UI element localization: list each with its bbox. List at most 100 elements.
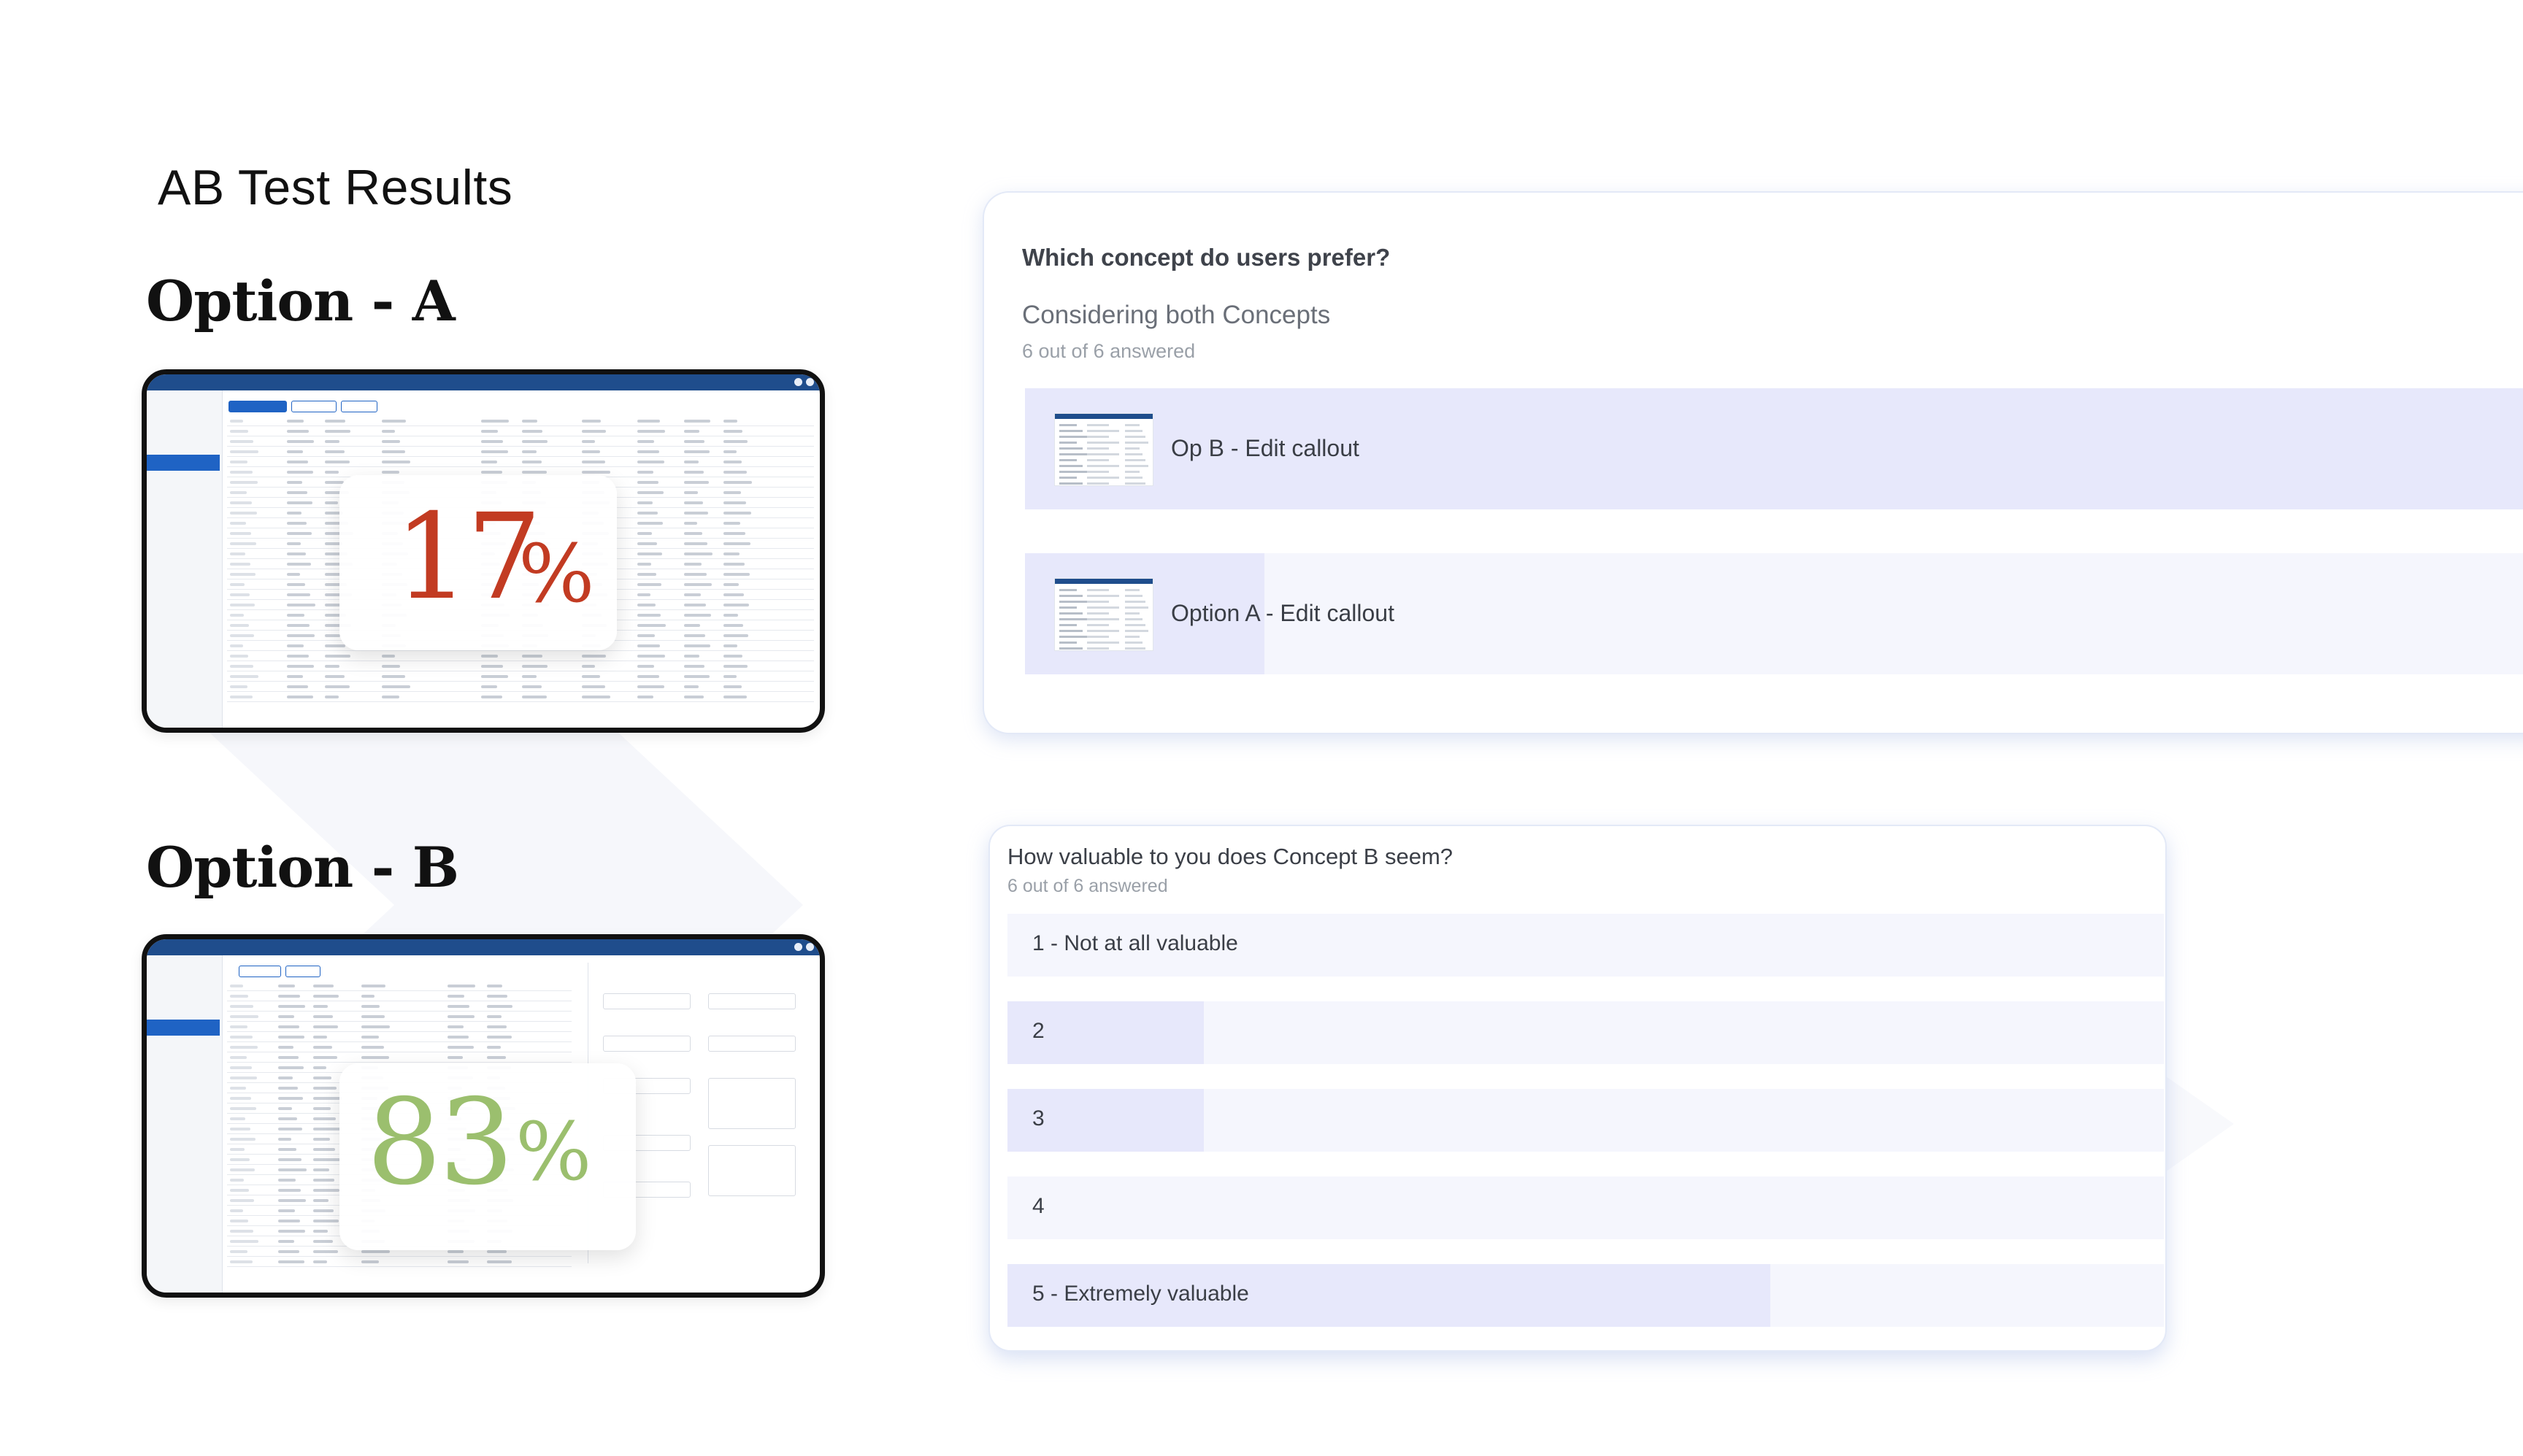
app-sidebar	[147, 955, 223, 1293]
table-row-divider	[227, 650, 814, 651]
table-cell-placeholder	[487, 1056, 506, 1059]
table-cell-placeholder	[361, 1250, 390, 1253]
table-cell-placeholder	[637, 604, 656, 606]
table-cell-placeholder	[325, 542, 342, 545]
table-cell-placeholder	[723, 685, 742, 688]
table-cell-placeholder	[230, 1189, 249, 1192]
table-cell-placeholder	[382, 420, 406, 423]
table-cell-placeholder	[382, 665, 400, 668]
table-cell-placeholder	[230, 573, 256, 576]
user-icon	[794, 943, 802, 951]
table-cell-placeholder	[287, 634, 315, 637]
table-cell-placeholder	[230, 1220, 248, 1222]
table-cell-placeholder	[582, 450, 600, 453]
table-cell-placeholder	[582, 420, 601, 423]
table-cell-placeholder	[325, 471, 339, 474]
table-cell-placeholder	[230, 1209, 243, 1212]
table-row-divider	[227, 446, 814, 447]
table-cell-placeholder	[230, 1036, 253, 1039]
option-b-screenshot	[142, 934, 825, 1298]
table-row-divider	[227, 1256, 572, 1257]
sidebar-active-item	[147, 455, 220, 471]
table-cell-placeholder	[487, 1250, 507, 1253]
table-cell-placeholder	[637, 552, 662, 555]
table-cell-placeholder	[313, 1066, 326, 1069]
table-cell-placeholder	[723, 614, 738, 617]
table-cell-placeholder	[637, 471, 653, 474]
table-cell-placeholder	[325, 563, 353, 566]
table-row-divider	[227, 681, 814, 682]
concept-thumbnail	[1054, 578, 1153, 651]
table-cell-placeholder	[723, 675, 737, 678]
table-cell-placeholder	[325, 583, 347, 586]
table-cell-placeholder	[278, 1025, 299, 1028]
table-cell-placeholder	[448, 1056, 463, 1059]
table-cell-placeholder	[325, 685, 350, 688]
table-cell-placeholder	[487, 1015, 502, 1018]
table-cell-placeholder	[684, 614, 711, 617]
table-cell-placeholder	[684, 634, 705, 637]
table-cell-placeholder	[637, 512, 658, 515]
sidebar-active-item	[147, 1020, 220, 1036]
table-cell-placeholder	[287, 501, 312, 504]
form-field	[708, 993, 796, 1009]
table-cell-placeholder	[723, 532, 745, 535]
table-cell-placeholder	[230, 1025, 247, 1028]
table-cell-placeholder	[723, 512, 751, 515]
table-cell-placeholder	[382, 471, 399, 474]
table-cell-placeholder	[487, 1260, 512, 1263]
table-cell-placeholder	[684, 644, 710, 647]
table-cell-placeholder	[582, 471, 610, 474]
table-cell-placeholder	[230, 634, 254, 637]
table-cell-placeholder	[684, 675, 710, 678]
answer-share-bar	[1007, 1001, 1204, 1064]
table-cell-placeholder	[637, 430, 665, 433]
table-cell-placeholder	[313, 1240, 333, 1243]
option-a-screenshot	[142, 369, 825, 733]
question-subtitle: Considering both Concepts	[1022, 301, 1331, 329]
table-cell-placeholder	[313, 1076, 331, 1079]
table-row-divider	[227, 1266, 572, 1267]
question-title: How valuable to you does Concept B seem?	[1007, 844, 1453, 869]
table-cell-placeholder	[684, 450, 710, 453]
table-cell-placeholder	[287, 604, 315, 606]
settings-icon	[806, 378, 814, 386]
table-cell-placeholder	[637, 593, 650, 596]
table-cell-placeholder	[723, 655, 742, 658]
table-cell-placeholder	[230, 1046, 258, 1049]
answer-share-bar	[1007, 1264, 1770, 1327]
table-cell-placeholder	[522, 696, 547, 698]
table-cell-placeholder	[723, 522, 740, 525]
table-cell-placeholder	[637, 522, 663, 525]
table-cell-placeholder	[481, 440, 503, 443]
table-row-divider	[227, 1031, 572, 1032]
table-cell-placeholder	[325, 430, 350, 433]
table-cell-placeholder	[230, 1097, 251, 1100]
table-cell-placeholder	[487, 985, 502, 987]
table-cell-placeholder	[487, 1036, 512, 1039]
table-cell-placeholder	[278, 995, 300, 998]
answer-label: 4	[1032, 1194, 1045, 1218]
table-cell-placeholder	[287, 593, 310, 596]
table-cell-placeholder	[723, 644, 737, 647]
table-cell-placeholder	[325, 420, 345, 423]
table-cell-placeholder	[723, 552, 740, 555]
table-cell-placeholder	[230, 1056, 247, 1059]
table-cell-placeholder	[313, 1015, 333, 1018]
table-cell-placeholder	[230, 1087, 246, 1090]
table-cell-placeholder	[361, 995, 375, 998]
table-row-divider	[227, 456, 814, 457]
table-cell-placeholder	[230, 481, 258, 484]
table-cell-placeholder	[522, 665, 548, 668]
table-cell-placeholder	[382, 685, 410, 688]
export-button	[285, 966, 320, 977]
table-cell-placeholder	[723, 471, 747, 474]
table-cell-placeholder	[637, 542, 657, 545]
table-cell-placeholder	[230, 624, 249, 627]
table-cell-placeholder	[230, 532, 251, 535]
page-title: AB Test Results	[158, 160, 513, 215]
form-textarea	[708, 1145, 796, 1196]
table-cell-placeholder	[582, 655, 606, 658]
table-cell-placeholder	[230, 1138, 256, 1141]
table-row-divider	[227, 990, 572, 991]
